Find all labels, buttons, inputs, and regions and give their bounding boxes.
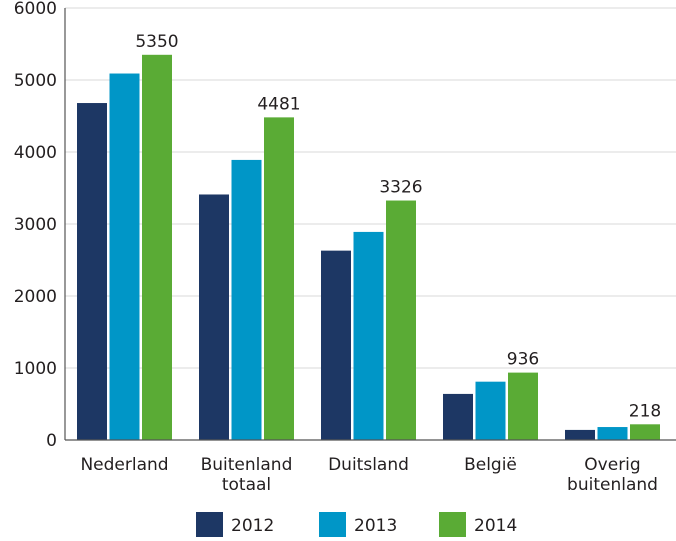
legend-label-2014: 2014 (474, 516, 517, 536)
axes (64, 8, 676, 441)
bar-2012-nederland (77, 103, 107, 440)
bar-2014-nederland (142, 54, 172, 441)
bar-2013-duitsland (353, 231, 384, 440)
y-tick-label: 3000 (14, 215, 57, 235)
bar-2012-buitenland-totaal (199, 194, 229, 440)
bar-2013-overig-buitenland (597, 427, 628, 440)
y-tick-label: 5000 (14, 71, 57, 91)
bar-2014-overig-buitenland (630, 424, 660, 440)
bar-2014-duitsland (386, 200, 416, 440)
x-category-label: België (464, 455, 517, 475)
legend: 2012 2013 2014 (196, 512, 517, 537)
y-tick-label: 6000 (14, 0, 57, 19)
labels: 0 1000 2000 3000 4000 5000 6000 5350 Nederland 44… (14, 0, 661, 495)
legend-label-2013: 2013 (354, 516, 397, 536)
y-tick-label: 1000 (14, 359, 57, 379)
bar-2014-belgië (508, 372, 538, 440)
x-category-label: Duitsland (328, 455, 409, 475)
y-tick-label: 4000 (14, 143, 57, 163)
y-tick-label: 2000 (14, 287, 57, 307)
bar-2014-buitenland-totaal (264, 117, 294, 441)
legend-label-2012: 2012 (231, 516, 274, 536)
x-category-label: Nederland (80, 455, 168, 475)
data-label: 3326 (379, 178, 422, 198)
x-category-label: totaal (222, 475, 271, 495)
legend-swatch-2014 (439, 512, 466, 537)
data-label: 218 (629, 401, 661, 421)
data-label: 5350 (135, 32, 178, 52)
bar-2013-belgië (475, 381, 506, 440)
bar-2013-nederland (109, 73, 140, 441)
data-label: 4481 (257, 94, 300, 114)
bar-2012-duitsland (321, 250, 351, 440)
x-category-label: buitenland (567, 475, 658, 495)
bar-2013-buitenland-totaal (231, 159, 262, 441)
y-tick-label: 0 (46, 431, 57, 451)
legend-swatch-2012 (196, 512, 223, 537)
data-label: 936 (507, 350, 539, 370)
x-category-label: Overig (584, 455, 640, 475)
bar-2012-overig-buitenland (565, 429, 595, 440)
bars (77, 54, 660, 441)
bar-2012-belgië (443, 393, 473, 440)
legend-swatch-2013 (319, 512, 346, 537)
x-category-label: Buitenland (201, 455, 293, 475)
